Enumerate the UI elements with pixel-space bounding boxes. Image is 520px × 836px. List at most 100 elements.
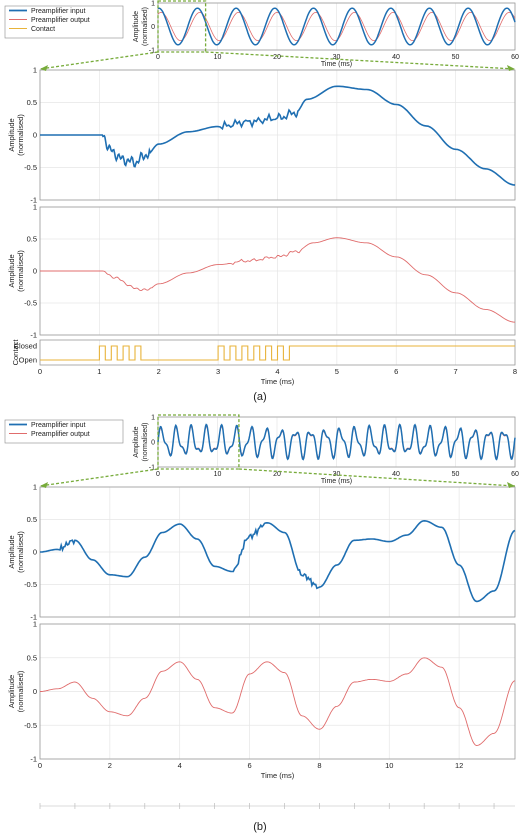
y-tick-label: 1	[151, 1, 155, 8]
y-tick-label: 0	[33, 131, 37, 140]
y-tick-label: 1	[33, 620, 37, 629]
y-axis-label-line: Contact	[11, 339, 20, 366]
y-axis-label-line: Amplitude	[7, 675, 16, 708]
y-tick-label: -1	[30, 755, 37, 764]
y-tick-label: -0.5	[24, 580, 37, 589]
y-axis-label-line: (normalised)	[142, 7, 149, 46]
x-tick-label: 0	[38, 367, 42, 376]
series-line	[40, 657, 516, 746]
chart-a-input: -1 -0.5 0 0.5 1 Amplitude(normalised)	[7, 66, 516, 205]
legend-label: Preamplifier input	[31, 8, 86, 15]
y-axis-label: Amplitude(normalised)	[133, 7, 149, 46]
x-tick-label: 20	[273, 54, 281, 61]
y-axis-label-line: Amplitude	[7, 254, 16, 287]
zoom-arrowhead	[507, 482, 515, 488]
legend-label: Preamplifier output	[31, 17, 90, 24]
y-tick-label: 1	[33, 483, 37, 492]
y-tick-label: Open	[19, 356, 37, 365]
x-tick-label: 50	[452, 471, 460, 478]
y-tick-label: 0.5	[27, 98, 37, 107]
y-axis-label-line: (normalised)	[16, 670, 25, 712]
x-tick-label: 1	[97, 367, 101, 376]
x-tick-label: 2	[157, 367, 161, 376]
chart-b-input: -1 -0.5 0 0.5 1 Amplitude(normalised)	[7, 483, 516, 622]
y-tick-label: -0.5	[24, 721, 37, 730]
y-axis-label: Contact	[11, 339, 20, 366]
y-axis-label-line: (normalised)	[16, 250, 25, 292]
x-tick-label: 5	[335, 367, 339, 376]
y-tick-label: 0	[33, 548, 37, 557]
x-tick-label: 4	[275, 367, 279, 376]
y-axis-label-line: (normalised)	[16, 114, 25, 156]
legend-box	[4, 419, 124, 444]
x-tick-label: 8	[317, 761, 321, 770]
zoom-arrowhead	[507, 65, 515, 71]
series-line	[40, 85, 516, 186]
y-axis-label-line: Amplitude	[133, 426, 140, 457]
chart-a-output: -1 -0.5 0 0.5 1 Amplitude(normalised)	[7, 203, 516, 340]
series-line	[40, 237, 516, 323]
zoom-arrowhead	[40, 482, 48, 488]
x-tick-label: 0	[156, 471, 160, 478]
x-axis-label: Time (ms)	[261, 771, 295, 780]
x-tick-label: 10	[214, 471, 222, 478]
series-line	[157, 7, 516, 46]
legend-label: Preamplifier input	[31, 422, 86, 429]
x-tick-label: 10	[214, 54, 222, 61]
y-tick-label: 1	[151, 415, 155, 422]
y-tick-label: -0.5	[24, 299, 37, 308]
y-tick-label: 0.5	[27, 653, 37, 662]
legend-label: Contact	[31, 26, 55, 33]
y-tick-label: -1	[30, 196, 37, 205]
y-tick-label: 0	[33, 267, 37, 276]
series-line	[40, 519, 516, 603]
x-tick-label: 10	[385, 761, 393, 770]
y-axis-label-line: (normalised)	[142, 423, 149, 462]
x-tick-label: 20	[273, 471, 281, 478]
zoom-window	[157, 0, 207, 53]
x-axis-label: Time (ms)	[261, 377, 295, 386]
y-tick-label: 0.5	[27, 515, 37, 524]
zoom-connector-right	[205, 51, 516, 70]
panel-label-b: (b)	[253, 821, 266, 833]
y-tick-label: 0	[33, 687, 37, 696]
y-axis-label-line: (normalised)	[16, 531, 25, 573]
y-axis-label: Amplitude(normalised)	[7, 670, 25, 712]
y-tick-label: Closed	[14, 342, 37, 351]
legend-label: Preamplifier output	[31, 431, 90, 438]
y-axis-label: Amplitude(normalised)	[133, 423, 149, 462]
x-tick-label: 40	[392, 54, 400, 61]
y-tick-label: 1	[33, 203, 37, 212]
y-axis-label-line: Amplitude	[7, 535, 16, 568]
series-line	[40, 345, 515, 361]
y-tick-label: 0	[151, 24, 155, 31]
bottom-ruler	[39, 803, 515, 809]
x-tick-label: 4	[178, 761, 182, 770]
chart-b-output: 0 2 4 6 8 10 12 -1 -0.5 0 0.5 1 Time (ms) Amplitude(n…	[7, 620, 516, 780]
x-tick-label: 7	[454, 367, 458, 376]
zoom-connector-left	[39, 468, 159, 487]
zoom-connector-left	[39, 51, 159, 70]
y-tick-label: 0	[151, 440, 155, 447]
x-tick-label: 60	[511, 54, 519, 61]
y-tick-label: -1	[30, 331, 37, 340]
x-tick-label: 3	[216, 367, 220, 376]
x-tick-label: 12	[455, 761, 463, 770]
zoom-connector-right	[238, 468, 516, 487]
x-tick-label: 6	[394, 367, 398, 376]
y-tick-label: -1	[149, 48, 155, 55]
y-tick-label: 0.5	[27, 235, 37, 244]
x-tick-label: 0	[38, 761, 42, 770]
x-axis-label: Time (ms)	[321, 478, 352, 485]
x-tick-label: 40	[392, 471, 400, 478]
y-axis-label: Amplitude(normalised)	[7, 114, 25, 156]
chart-a-contact: 0 1 2 3 4 5 6 7 8 Open Closed Time (ms) Contact	[11, 339, 517, 386]
zoom-window	[157, 414, 240, 470]
x-tick-label: 60	[511, 471, 519, 478]
y-tick-label: -1	[149, 465, 155, 472]
x-tick-label: 0	[156, 54, 160, 61]
x-tick-label: 50	[452, 54, 460, 61]
